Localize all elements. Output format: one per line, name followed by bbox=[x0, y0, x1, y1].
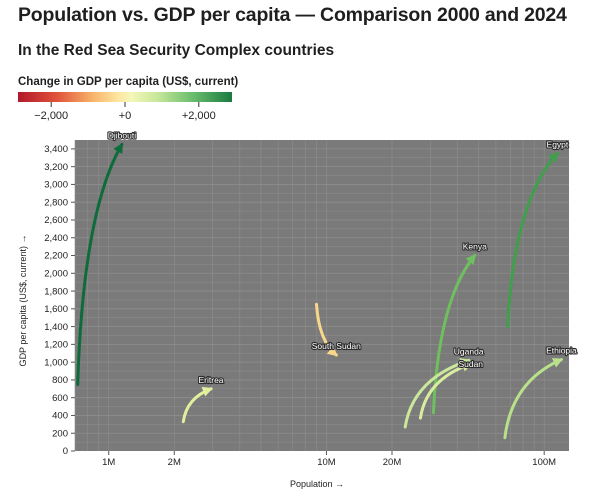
y-tick-label: 2,400 bbox=[44, 233, 68, 244]
y-tick-label: 2,600 bbox=[44, 215, 68, 226]
country-label-sudan: Sudan bbox=[458, 359, 483, 369]
y-tick-label: 2,800 bbox=[44, 197, 68, 208]
y-tick-label: 1,400 bbox=[44, 322, 68, 333]
country-label-kenya: Kenya bbox=[463, 242, 487, 252]
country-arrows bbox=[76, 142, 564, 440]
y-tick-label: 1,600 bbox=[44, 304, 68, 315]
series-arrow-south-sudan bbox=[315, 302, 338, 357]
y-tick-label: 2,200 bbox=[44, 251, 68, 262]
series-arrow-egypt bbox=[506, 151, 559, 329]
x-tick-label: 10M bbox=[317, 457, 336, 468]
axes: 1M 2M 10M 20M 100M 0 200 400 600 800 1,000 1,200 1,4… bbox=[44, 144, 556, 468]
y-tick-label: 1,000 bbox=[44, 357, 68, 368]
y-tick-label: 1,200 bbox=[44, 340, 68, 351]
country-labels: Djibouti Egypt Kenya South Sudan Uganda Sudan… bbox=[107, 129, 578, 386]
y-tick-label: 200 bbox=[52, 428, 68, 439]
gridlines bbox=[74, 140, 569, 451]
color-scale-bar bbox=[18, 92, 232, 102]
chart-title: Population vs. GDP per capita — Comparis… bbox=[18, 4, 567, 26]
country-label-djibouti: Djibouti bbox=[108, 130, 136, 140]
series-arrow-ethiopia bbox=[503, 358, 564, 440]
legend-tick-label: +2,000 bbox=[182, 110, 216, 122]
x-axis-title: Population → bbox=[290, 479, 344, 489]
y-tick-label: 3,400 bbox=[44, 144, 68, 155]
series-arrow-sudan bbox=[418, 361, 473, 420]
country-label-eritrea: Eritrea bbox=[198, 375, 223, 385]
y-tick-label: 3,200 bbox=[44, 162, 68, 173]
y-tick-label: 1,800 bbox=[44, 286, 68, 297]
x-tick-label: 1M bbox=[102, 457, 115, 468]
legend-tick-label: +0 bbox=[119, 110, 132, 122]
legend-title: Change in GDP per capita (US$, current) bbox=[18, 76, 239, 88]
country-label-ethiopia: Ethiopia bbox=[546, 345, 577, 355]
x-tick-label: 2M bbox=[168, 457, 181, 468]
legend-ticks: −2,000 +0 +2,000 bbox=[34, 102, 216, 122]
y-tick-label: 2,000 bbox=[44, 268, 68, 279]
chart-subtitle: In the Red Sea Security Complex countrie… bbox=[18, 42, 335, 59]
series-arrow-eritrea bbox=[181, 386, 213, 424]
y-tick-label: 0 bbox=[63, 446, 68, 457]
y-tick-label: 3,000 bbox=[44, 180, 68, 191]
plot-area bbox=[75, 140, 569, 451]
y-axis-title: GDP per capita (US$, current) → bbox=[18, 235, 28, 367]
country-label-egypt: Egypt bbox=[547, 139, 569, 149]
country-label-uganda: Uganda bbox=[454, 346, 484, 356]
y-tick-label: 400 bbox=[52, 411, 68, 422]
y-tick-label: 600 bbox=[52, 393, 68, 404]
series-arrow-djibouti bbox=[76, 142, 124, 386]
country-label-south-sudan: South Sudan bbox=[312, 341, 361, 351]
legend-tick-label: −2,000 bbox=[34, 110, 68, 122]
series-arrow-uganda bbox=[403, 358, 471, 429]
x-tick-label: 100M bbox=[532, 457, 556, 468]
x-tick-label: 20M bbox=[383, 457, 402, 468]
y-tick-label: 800 bbox=[52, 375, 68, 386]
